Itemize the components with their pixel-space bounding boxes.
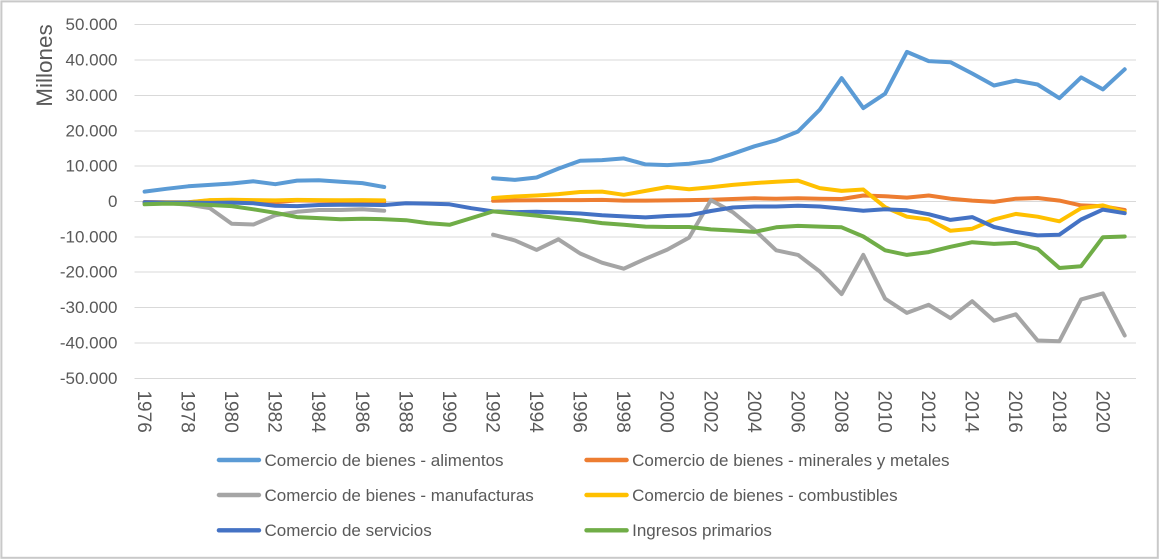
svg-text:2004: 2004 [743,391,764,434]
svg-text:-30.000: -30.000 [60,298,118,317]
svg-text:Comercio de bienes - minerales: Comercio de bienes - minerales y metales [632,451,949,470]
svg-text:0: 0 [108,192,117,211]
svg-text:2014: 2014 [961,391,982,434]
svg-text:Comercio de servicios: Comercio de servicios [265,521,432,540]
svg-text:Comercio de bienes - manufactu: Comercio de bienes - manufacturas [265,486,534,505]
svg-text:2002: 2002 [699,391,720,433]
svg-text:10.000: 10.000 [66,157,118,176]
svg-text:Millones: Millones [32,24,57,107]
svg-text:-20.000: -20.000 [60,263,118,282]
svg-text:1992: 1992 [481,391,502,433]
svg-text:1986: 1986 [351,391,372,433]
svg-text:1978: 1978 [177,391,198,433]
svg-text:1990: 1990 [438,391,459,433]
svg-text:1994: 1994 [525,391,546,434]
svg-text:2006: 2006 [786,391,807,433]
svg-text:40.000: 40.000 [66,51,118,70]
svg-text:2016: 2016 [1004,391,1025,433]
svg-text:1976: 1976 [133,391,154,433]
svg-text:1980: 1980 [220,391,241,433]
svg-text:20.000: 20.000 [66,121,118,140]
svg-text:1988: 1988 [394,391,415,433]
svg-text:50.000: 50.000 [66,15,118,34]
svg-text:1982: 1982 [264,391,285,433]
svg-text:1998: 1998 [612,391,633,433]
svg-text:1996: 1996 [569,391,590,433]
svg-text:30.000: 30.000 [66,86,118,105]
svg-text:-40.000: -40.000 [60,333,118,352]
svg-text:Comercio de bienes - alimentos: Comercio de bienes - alimentos [265,451,504,470]
svg-text:2000: 2000 [656,391,677,433]
svg-text:Comercio de bienes - combustib: Comercio de bienes - combustibles [632,486,898,505]
svg-text:Ingresos primarios: Ingresos primarios [632,521,772,540]
svg-text:-50.000: -50.000 [60,369,118,388]
svg-text:2018: 2018 [1048,391,1069,433]
svg-text:1984: 1984 [307,391,328,434]
svg-text:2010: 2010 [873,391,894,433]
svg-text:2020: 2020 [1091,391,1112,433]
svg-text:2012: 2012 [917,391,938,433]
svg-text:-10.000: -10.000 [60,227,118,246]
svg-text:2008: 2008 [830,391,851,433]
